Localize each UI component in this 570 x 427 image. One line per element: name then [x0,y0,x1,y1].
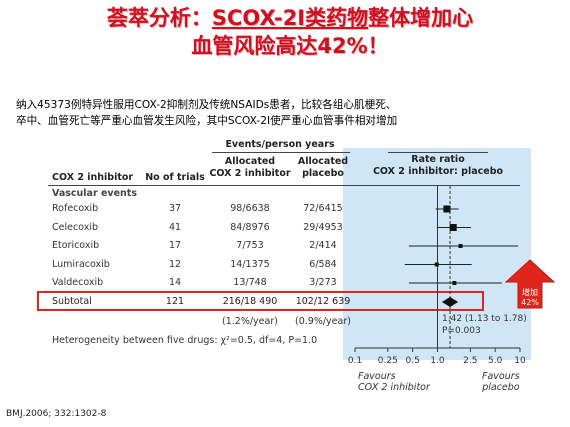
study-label: Rofecoxib [52,203,99,214]
intro-text: 纳入45373例特异性服用COX-2抑制剂及传统NSAIDs患者，比较各组心肌梗… [16,97,561,129]
summary-ci: 1.42 (1.13 to 1.78) [442,314,527,324]
study-point [452,281,457,285]
subtotal-label: Subtotal [52,296,92,307]
column-header-rate-ratio: Rate ratio COX 2 inhibitor: placebo [372,154,504,177]
study-inhibitor-events: 84/8976 [230,221,270,233]
table-header-rule [48,185,520,186]
intro-line-1: 纳入45373例特异性服用COX-2抑制剂及传统NSAIDs患者，比较各组心肌梗… [16,99,397,111]
study-inhibitor-events: 13/748 [233,277,267,288]
study-trials: 12 [168,258,182,270]
study-point [449,224,457,231]
subtotal-highlight-box [37,291,484,311]
title-part-2: SCOX-2I类药物 [211,6,369,30]
rate-header-rule [388,152,488,153]
study-point [434,262,439,267]
title-part-3: 整体增加心 [368,6,474,30]
study-label: Lumiracoxib [52,258,110,270]
study-trials: 41 [168,221,182,233]
slide-title: 荟萃分析：SCOX-2I类药物整体增加心 血管风险高达42%！ [40,4,540,60]
study-inhibitor-events: 14/1375 [230,258,270,270]
title-line-2: 血管风险高达42%！ [191,34,389,58]
study-trials: 14 [168,277,182,288]
increase-arrow-icon [504,259,556,309]
rate-placebo: (0.9%/year) [295,316,351,327]
study-placebo-events: 72/6415 [303,203,343,214]
x-tick-label: 2.5 [463,356,477,366]
pooled-diamond [441,297,459,307]
study-point [443,205,451,213]
events-header: Events/person years [225,139,335,150]
column-header-inhibitor: COX 2 inhibitor [52,172,134,183]
column-header-allocated-inhibitor: Allocated COX 2 inhibitor [209,156,291,179]
section-label: Vascular events [52,188,137,199]
increase-arrow-label: 增加 42% [521,288,539,307]
study-label: Celecoxib [52,221,98,233]
x-tick-label: 1.0 [430,356,445,366]
summary-p-value: P=0.003 [442,326,481,336]
study-placebo-events: 6/584 [309,258,337,270]
x-tick-label: 0.1 [348,356,362,366]
study-placebo-events: 2/414 [309,240,337,251]
study-trials: 17 [168,240,182,251]
study-label: Etoricoxib [52,240,100,251]
events-header-rule [212,152,350,153]
rate-inhibitor: (1.2%/year) [222,316,278,327]
study-label: Valdecoxib [52,277,104,288]
favours-inhibitor-label: Favours COX 2 inhibitor [358,371,430,393]
subtotal-inhibitor-events: 216/18 490 [222,296,278,307]
subtotal-placebo-events: 102/12 639 [295,296,351,307]
study-placebo-events: 3/273 [309,277,337,288]
column-header-allocated-placebo: Allocated placebo [297,156,349,179]
intro-line-2: 卒中、血管死亡等严重心血管发生风险，其中SCOX-2I使严重心血管事件相对增加 [16,115,398,127]
x-tick-label: 10 [514,356,526,366]
study-point [458,244,463,248]
column-header-trials: No of trials [145,172,205,183]
title-line-1: 荟萃分析：SCOX-2I类药物整体增加心 [40,4,540,32]
study-inhibitor-events: 98/6638 [230,203,270,214]
heterogeneity-note: Heterogeneity between five drugs: χ²=0.5… [52,335,318,346]
x-tick-label: 5.0 [488,356,503,366]
title-part-1: 荟萃分析： [106,6,212,30]
favours-placebo-label: Favours placebo [482,371,520,393]
x-tick-label: 0.5 [406,356,420,366]
study-trials: 37 [168,203,182,214]
source-citation: BMJ.2006; 332:1302-8 [6,409,107,419]
study-inhibitor-events: 7/753 [236,240,264,251]
study-placebo-events: 29/4953 [303,221,343,233]
subtotal-trials: 121 [165,296,185,307]
x-tick-label: 0.25 [378,356,398,366]
